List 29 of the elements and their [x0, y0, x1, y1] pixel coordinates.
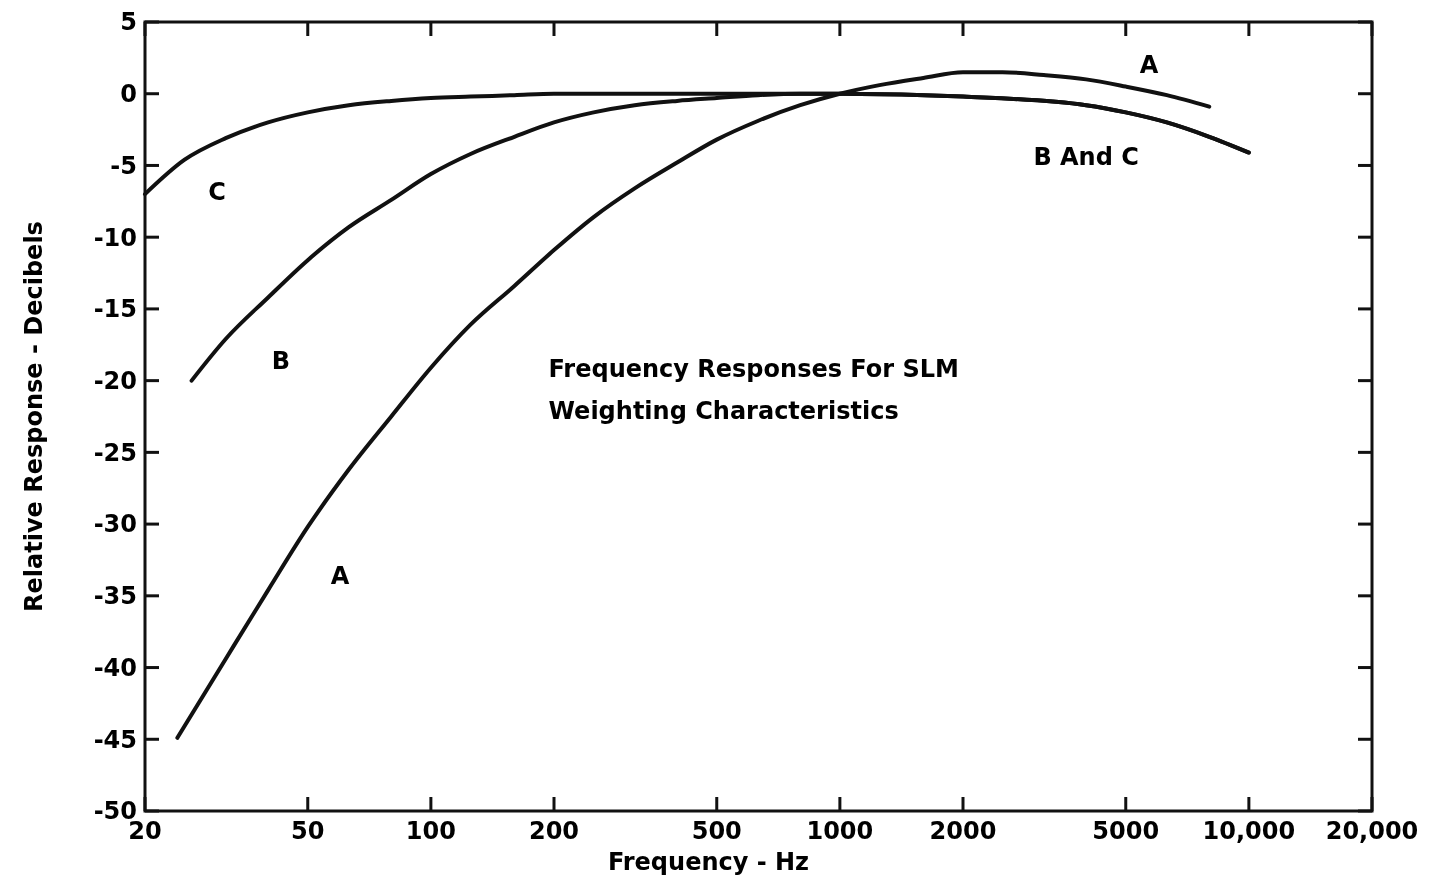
y-tick-label: -25: [93, 438, 137, 467]
y-tick-label: -20: [93, 367, 137, 396]
y-tick-label: -40: [93, 653, 137, 682]
text: Weighting Characteristics: [548, 397, 899, 426]
y-tick-label: -15: [93, 295, 137, 324]
annotation: A: [330, 562, 350, 591]
x-tick-label: 100: [405, 817, 456, 845]
annotation: A: [1139, 51, 1159, 80]
y-tick-label: 0: [120, 80, 137, 109]
y-tick-label: 5: [120, 8, 137, 37]
x-tick-label: 5000: [1092, 817, 1160, 845]
y-tick-label: -10: [93, 223, 137, 252]
text: Frequency Responses For SLM: [548, 355, 959, 384]
x-tick-label: 200: [528, 817, 580, 845]
x-tick-label: 500: [691, 817, 742, 845]
annotation: B And C: [1033, 143, 1139, 172]
x-axis-title: Frequency - Hz: [607, 848, 810, 876]
y-tick-label: -30: [93, 510, 137, 539]
x-tick-label: 2000: [929, 817, 997, 845]
x-tick-label: 50: [291, 817, 325, 845]
x-tick-label: 10,000: [1202, 817, 1296, 845]
y-tick-label: -35: [93, 582, 137, 611]
y-tick-label: -45: [93, 725, 137, 754]
annotation: B: [271, 346, 291, 375]
x-tick-label: 1000: [806, 817, 874, 845]
y-tick-label: -5: [110, 151, 137, 180]
x-tick-label: 20,000: [1325, 817, 1419, 845]
y-axis-title: Relative Response - Decibels: [20, 221, 48, 612]
annotation: C: [208, 177, 226, 206]
